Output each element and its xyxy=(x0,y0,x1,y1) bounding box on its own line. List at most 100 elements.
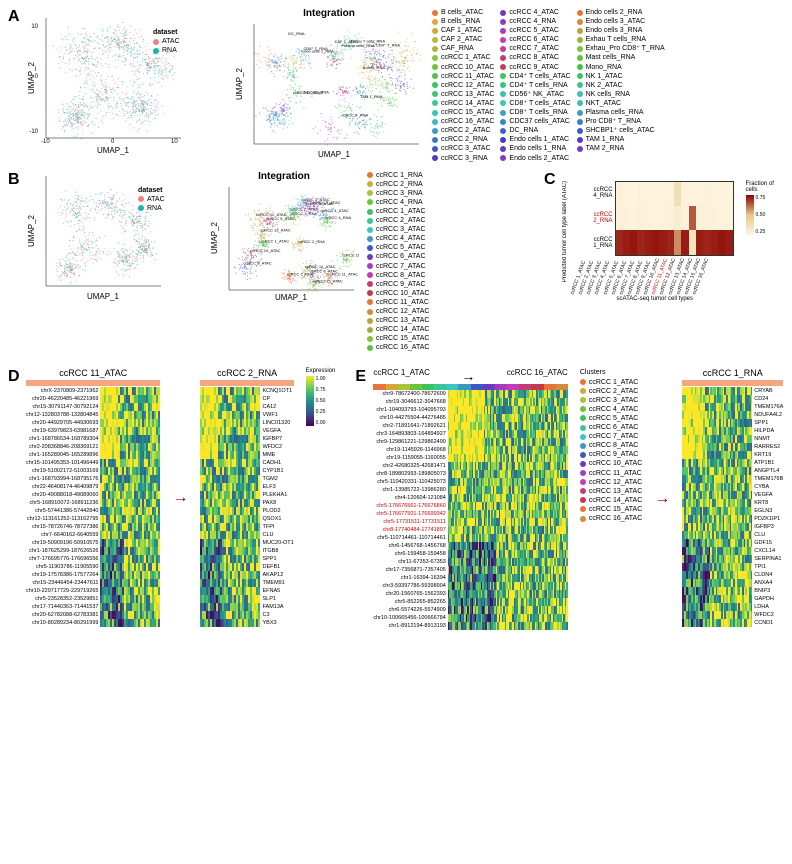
legend-item: ccRCC 3_ATAC xyxy=(432,144,494,153)
legend-item: ccRCC 16_ATAC xyxy=(580,514,642,523)
legend-item: ccRCC 16_ATAC xyxy=(367,343,429,352)
panel-b-label: B xyxy=(8,171,20,189)
legend-item: Endo cells 2_RNA xyxy=(577,8,665,17)
heatmap-e2: ccRCC 1_RNA CRYABCD24TMEM176ANDUFA4L2SPP… xyxy=(682,368,783,627)
legend-item: Mast cells_RNA xyxy=(577,53,665,62)
panel-d-label: D xyxy=(8,368,20,386)
svg-text:UMAP_2: UMAP_2 xyxy=(235,67,244,100)
legend-item: SHCBP1⁺ cells_ATAC xyxy=(577,126,665,135)
svg-text:0: 0 xyxy=(111,139,115,145)
legend-item: CD4⁺ T cells_ATAC xyxy=(500,72,570,81)
svg-text:ccRCC 12_ATAC: ccRCC 12_ATAC xyxy=(256,212,287,217)
panel-d: D ccRCC 11_ATAC chrX-2370809-2371962chr2… xyxy=(8,368,335,627)
panel-a: A UMAP_1 UMAP_2 -10010 -10010 dataset AT… xyxy=(8,8,784,163)
legend-item: ccRCC 11_ATAC xyxy=(367,298,429,307)
svg-text:DC_RNA: DC_RNA xyxy=(288,31,305,36)
legend-item: CD8⁺ T cells_ATAC xyxy=(500,99,570,108)
legend-item: ccRCC 15_ATAC xyxy=(580,505,642,514)
legend-item: ccRCC 12_ATAC xyxy=(580,478,642,487)
legend-item: ccRCC 9_ATAC xyxy=(580,450,642,459)
legend-item: ccRCC 1_ATAC xyxy=(580,378,642,387)
legend-item: ccRCC 13_ATAC xyxy=(432,90,494,99)
svg-text:Endo cells 1_RNA: Endo cells 1_RNA xyxy=(301,49,334,54)
legend-item: ccRCC 4_RNA xyxy=(367,198,429,207)
legend-item: CD4⁺ T cells_RNA xyxy=(500,81,570,90)
dataset-legend-b: dataset ATACRNA xyxy=(138,186,165,213)
svg-text:ccRCC 15_ATAC: ccRCC 15_ATAC xyxy=(312,278,343,283)
legend-item: ccRCC 5_ATAC xyxy=(580,414,642,423)
legend-item: ccRCC 7_ATAC xyxy=(500,44,570,53)
legend-item: ccRCC 7_ATAC xyxy=(367,262,429,271)
panel-c-xlabel: scATAC-seq tumor cell types xyxy=(576,296,734,302)
svg-text:UMAP_2: UMAP_2 xyxy=(210,221,219,254)
legend-item: ccRCC 4_ATAC xyxy=(500,8,570,17)
legend-item: ATAC xyxy=(138,195,165,204)
legend-b: ccRCC 1_RNAccRCC 2_RNAccRCC 3_RNAccRCC 4… xyxy=(367,171,429,353)
svg-text:ccRCC 11_ATAC: ccRCC 11_ATAC xyxy=(293,90,323,95)
legend-item: RNA xyxy=(153,46,180,55)
legend-item: Exhau T cells_RNA xyxy=(577,35,665,44)
legend-item: ccRCC 8_ATAC xyxy=(580,441,642,450)
umap-a1: UMAP_1 UMAP_2 -10010 -10010 dataset ATAC… xyxy=(26,8,186,160)
svg-text:B cells_RNA: B cells_RNA xyxy=(363,65,386,70)
legend-item: ccRCC 7_ATAC xyxy=(580,432,642,441)
legend-item: ccRCC 3_RNA xyxy=(432,154,494,163)
svg-text:ccRCC 4_RNA: ccRCC 4_RNA xyxy=(325,215,352,220)
svg-text:0: 0 xyxy=(35,74,39,80)
panel-c-colorbar: Fraction of cells 0.750.500.25 xyxy=(746,181,784,235)
svg-text:ccRCC 4_RNA: ccRCC 4_RNA xyxy=(341,113,368,118)
umap-b2-title: Integration xyxy=(209,171,359,182)
legend-item: NKT_ATAC xyxy=(577,99,665,108)
svg-text:CAF 1_ATAC: CAF 1_ATAC xyxy=(335,39,359,44)
legend-item: ccRCC 2_ATAC xyxy=(367,216,429,225)
legend-item: NK 1_ATAC xyxy=(577,72,665,81)
legend-item: NK cells_RNA xyxy=(577,90,665,99)
legend-item: ccRCC 6_ATAC xyxy=(580,423,642,432)
legend-item: Endo cells 1_ATAC xyxy=(500,135,570,144)
panel-e-label: E xyxy=(355,368,366,386)
legend-item: CD8⁺ T cells_RNA xyxy=(500,108,570,117)
legend-item: CAF 1_ATAC xyxy=(432,26,494,35)
svg-text:UMAP_1: UMAP_1 xyxy=(318,150,351,159)
legend-item: B cells_ATAC xyxy=(432,8,494,17)
arrow-d: → xyxy=(172,489,188,507)
panel-b: B UMAP_1 UMAP_2 dataset ATACRNA Integrat… xyxy=(8,171,536,353)
legend-item: Endo cells 1_RNA xyxy=(500,144,570,153)
legend-item: ccRCC 16_ATAC xyxy=(432,117,494,126)
legend-item: NK 2_ATAC xyxy=(577,81,665,90)
legend-item: Pro CD8⁺ T_RNA xyxy=(577,117,665,126)
panel-a-label: A xyxy=(8,8,20,26)
legend-item: ccRCC 1_RNA xyxy=(367,171,429,180)
legend-item: Exhau_Pro CD8⁺ T_RNA xyxy=(577,44,665,53)
celltype-legend-a: B cells_ATACB cells_RNACAF 1_ATACCAF 2_A… xyxy=(432,8,665,163)
legend-item: ccRCC 4_ATAC xyxy=(580,405,642,414)
legend-item: Endo cells 3_ATAC xyxy=(577,17,665,26)
legend-item: Endo cells 3_RNA xyxy=(577,26,665,35)
svg-text:UMAP_1: UMAP_1 xyxy=(97,146,130,155)
svg-text:TAM 1_RNA: TAM 1_RNA xyxy=(360,94,382,99)
legend-item: Mono_RNA xyxy=(577,63,665,72)
legend-item: ccRCC 11_ATAC xyxy=(580,469,642,478)
heatmap-e1: ccRCC 1_ATAC → ccRCC 16_ATAC chr9-786724… xyxy=(373,368,567,630)
legend-item: ccRCC 10_ATAC xyxy=(432,63,494,72)
umap-a2: Integration CD8⁺ T_RNANK cells_RNACD4⁺ T… xyxy=(234,8,424,161)
legend-item: RNA xyxy=(138,204,165,213)
umap-a2-title: Integration xyxy=(234,8,424,19)
svg-text:-10: -10 xyxy=(29,129,38,135)
svg-text:10: 10 xyxy=(31,24,38,30)
heatmap-d1: ccRCC 11_ATAC chrX-2370809-2371962chr20-… xyxy=(26,368,160,627)
legend-item: ccRCC 2_RNA xyxy=(432,135,494,144)
svg-text:ccRCC 4_ATAC: ccRCC 4_ATAC xyxy=(321,208,349,213)
svg-text:10: 10 xyxy=(171,139,178,145)
legend-item: ccRCC 2_ATAC xyxy=(432,126,494,135)
arrow-e: → xyxy=(654,490,670,508)
legend-item: ccRCC 2_ATAC xyxy=(580,387,642,396)
legend-item: ccRCC 3_ATAC xyxy=(580,396,642,405)
legend-item: CAF 2_ATAC xyxy=(432,35,494,44)
svg-text:UMAP_2: UMAP_2 xyxy=(27,214,36,247)
legend-item: CDC37 cells_ATAC xyxy=(500,117,570,126)
panel-c-label: C xyxy=(544,171,556,189)
umap-b2: Integration ccRCC 1_RNAccRCC 2_RNAccRCC … xyxy=(209,171,359,304)
legend-item: ATAC xyxy=(153,37,180,46)
svg-text:ccRCC 2_RNA: ccRCC 2_RNA xyxy=(298,239,325,244)
